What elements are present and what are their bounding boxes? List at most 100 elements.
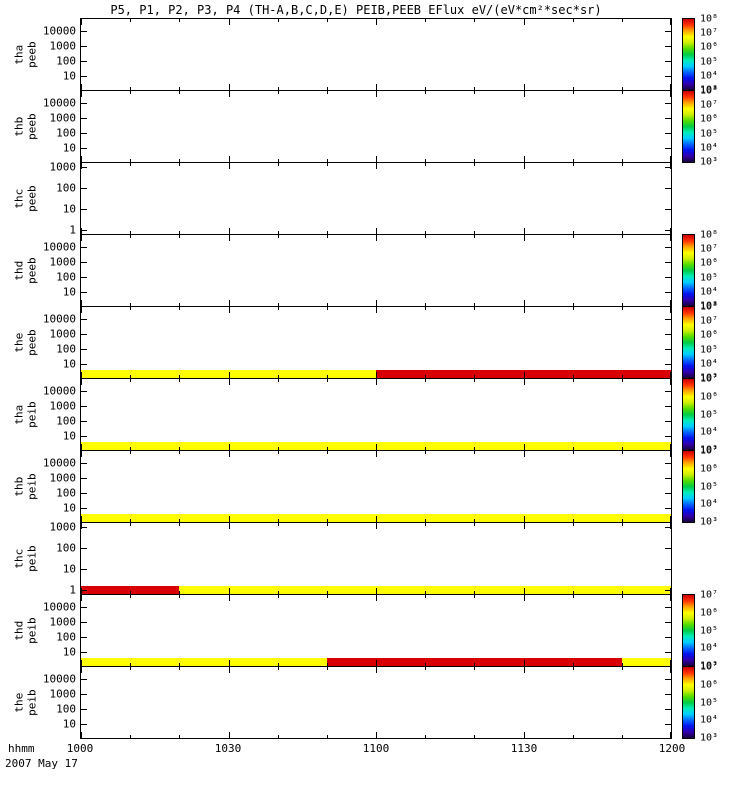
tick-mark (81, 45, 87, 47)
tick-mark (425, 303, 427, 306)
tick-mark (81, 187, 87, 189)
tick-mark (326, 163, 328, 166)
tick-mark (665, 103, 671, 105)
tick-mark (130, 87, 132, 90)
colorbar-label: 10³ (700, 660, 719, 672)
tick-mark (81, 348, 87, 350)
tick-mark (81, 492, 87, 494)
y-tick-label: 1000 (49, 327, 77, 341)
tick-mark (474, 519, 476, 522)
tick-mark (179, 235, 181, 238)
tick-mark (670, 307, 671, 313)
tick-mark (277, 735, 279, 738)
colorbar-label: 10⁶ (700, 41, 719, 53)
tick-mark (572, 159, 574, 162)
tick-mark (376, 667, 377, 673)
tick-mark (326, 379, 328, 382)
instrument-label: peib (25, 545, 38, 572)
spacecraft-label: the (12, 692, 26, 713)
tick-mark (277, 451, 279, 454)
spacecraft-label: thc (12, 188, 26, 209)
tick-mark (326, 231, 328, 234)
y-tick-label: 10 (62, 645, 76, 659)
tick-mark (326, 307, 328, 310)
tick-mark (621, 163, 623, 166)
y-tick-label: 1000 (49, 160, 77, 174)
tick-mark (179, 307, 181, 310)
tick-mark (665, 348, 671, 350)
tick-mark (81, 595, 82, 601)
tick-mark (572, 163, 574, 166)
tick-mark (572, 379, 574, 382)
colorbar-label: 10⁶ (700, 257, 719, 269)
tick-mark (474, 87, 476, 90)
colorbar (682, 594, 695, 667)
tick-mark (277, 303, 279, 306)
colorbar-label: 10⁷ (700, 445, 719, 457)
tick-mark (474, 163, 476, 166)
tick-mark (130, 159, 132, 162)
tick-mark (228, 523, 230, 529)
tick-mark (474, 735, 476, 738)
y-tick-label: 10000 (42, 672, 76, 686)
tick-mark (670, 19, 671, 25)
tick-mark (81, 435, 87, 437)
tick-mark (474, 447, 476, 450)
tick-mark (474, 595, 476, 598)
tick-mark (670, 444, 671, 450)
instrument-label: peeb (25, 257, 38, 284)
tick-mark (81, 477, 87, 479)
tick-mark (670, 660, 671, 666)
colorbar-labels: 10⁸ 10⁷ 10⁶ 10⁵ 10⁴ 10³ (700, 230, 742, 312)
spacecraft-label: thb (12, 476, 26, 497)
tick-mark (670, 516, 671, 522)
tick-mark (621, 231, 623, 234)
tick-mark (621, 159, 623, 162)
tick-mark (523, 667, 525, 673)
y-axis-title: the peeb (9, 307, 43, 378)
tick-mark (130, 19, 132, 22)
colorbar-label: 10³ (700, 372, 719, 384)
tick-mark (130, 375, 132, 378)
tick-mark (572, 667, 574, 670)
tick-mark (277, 307, 279, 310)
tick-mark (376, 228, 377, 234)
tick-mark (130, 303, 132, 306)
tick-mark (523, 163, 525, 169)
colorbar-label: 10⁶ (700, 463, 719, 475)
tick-mark (523, 372, 525, 378)
tick-mark (81, 507, 87, 509)
tick-mark (81, 209, 87, 211)
tick-mark (665, 319, 671, 321)
tick-mark (523, 516, 525, 522)
tick-mark (665, 276, 671, 278)
flux-stripe-segment (326, 658, 622, 666)
tick-mark (326, 667, 328, 670)
colorbar-label: 10⁴ (700, 358, 719, 370)
tick-mark (665, 435, 671, 437)
x-tick-label: 1130 (510, 742, 538, 755)
tick-mark (376, 444, 377, 450)
tick-mark (81, 103, 87, 105)
y-tick-label: 10000 (42, 384, 76, 398)
tick-mark (179, 591, 181, 594)
tick-mark (376, 307, 377, 313)
spacecraft-label: tha (12, 44, 26, 65)
tick-mark (572, 375, 574, 378)
y-tick-label: 100 (56, 181, 76, 195)
y-tick-label: 10 (62, 141, 76, 155)
tick-mark (326, 91, 328, 94)
tick-mark (81, 291, 87, 293)
tick-mark (665, 31, 671, 33)
tick-mark (228, 444, 230, 450)
colorbar-label: 10⁷ (700, 99, 719, 111)
y-tick-label: 100 (56, 486, 76, 500)
y-axis-title: tha peib (9, 379, 43, 450)
tick-mark (665, 693, 671, 695)
panel-thc-peeb: thc peeb 1000 100 10 1 (12, 160, 672, 237)
tick-mark (81, 117, 87, 119)
y-tick-label: 1000 (49, 471, 77, 485)
tick-mark (376, 595, 377, 601)
tick-mark (81, 333, 87, 335)
tick-mark (425, 595, 427, 598)
